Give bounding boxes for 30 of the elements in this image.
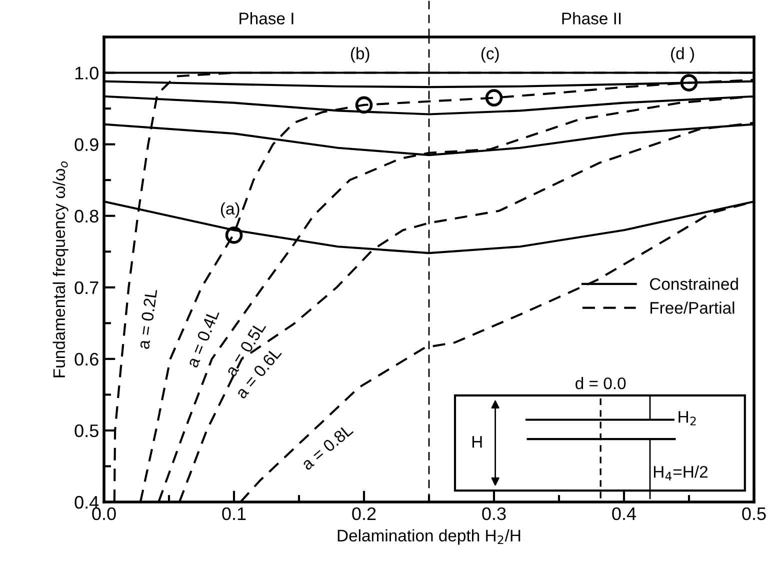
y-tick-label: 0.4 — [74, 496, 99, 509]
y-axis-title: Fundamental frequency ω/ω$_{o}$ — [52, 161, 68, 378]
y-tick-label: 1.0 — [75, 66, 98, 80]
legend-label: Constrained — [650, 278, 738, 290]
y-tick-label: 0.5 — [74, 424, 98, 438]
text: Phase I — [240, 12, 294, 24]
annotation: d = 0.0 — [576, 377, 626, 390]
y-tick-label: 0.6 — [74, 352, 98, 366]
text: Phase II — [562, 12, 621, 24]
x-axis-title: Delamination depth H$_{2}$/H — [338, 529, 520, 545]
x-tick-label: 0.3 — [482, 507, 506, 520]
y-tick-label: 0.9 — [74, 138, 98, 152]
x-tick-label: 0.2 — [352, 507, 376, 520]
annotation: H — [472, 436, 482, 448]
legend-label: Free/Partial — [650, 302, 734, 314]
annotation: (c) — [481, 47, 499, 63]
annotation: H$_{2}$ — [678, 411, 696, 426]
annotation: (d ) — [671, 47, 694, 63]
y-tick-label: 0.7 — [74, 281, 98, 294]
annotation: a = 0.8L — [300, 423, 354, 471]
x-tick-label: 0.1 — [222, 507, 246, 520]
x-tick-label: 0.5 — [742, 507, 766, 520]
x-tick-label: 0.0 — [92, 507, 116, 520]
annotation: a = 0.2L — [137, 288, 158, 350]
annotation: (b) — [350, 47, 370, 63]
x-tick-label: 0.4 — [612, 507, 636, 520]
y-tick-label: 0.8 — [74, 210, 98, 223]
annotation: (a) — [220, 202, 240, 218]
annotation: a = 0.4L — [186, 308, 220, 368]
annotation: H$_{4}$=H/2 — [654, 466, 708, 480]
